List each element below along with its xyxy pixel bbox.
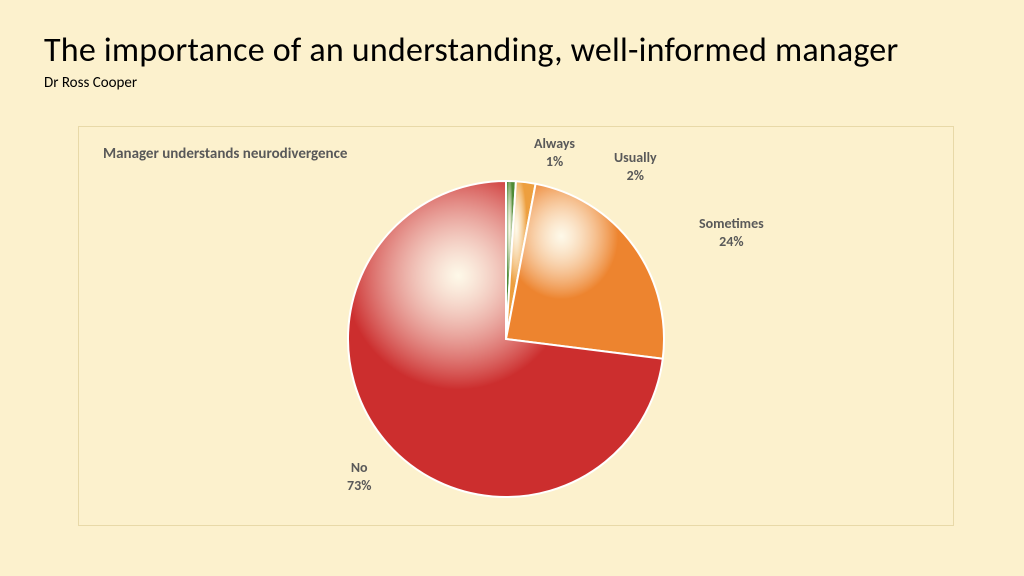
pie-label-pct: 73%	[347, 477, 371, 495]
slide-author: Dr Ross Cooper	[44, 74, 137, 92]
pie-label-text: Sometimes	[699, 215, 764, 233]
slide-title: The importance of an understanding, well…	[44, 30, 898, 71]
pie-label-text: Usually	[614, 149, 657, 167]
pie-label-pct: 1%	[534, 153, 575, 171]
chart-container: Manager understands neurodivergence Alwa…	[78, 126, 954, 526]
slide: The importance of an understanding, well…	[0, 0, 1024, 576]
pie-slice-sometimes	[506, 184, 664, 359]
pie-label-pct: 24%	[699, 233, 764, 251]
pie-label-sometimes: Sometimes24%	[699, 215, 764, 250]
pie-chart	[346, 179, 666, 499]
pie-label-pct: 2%	[614, 167, 657, 185]
pie-label-always: Always1%	[534, 135, 575, 170]
chart-title: Manager understands neurodivergence	[103, 145, 347, 163]
pie-label-no: No73%	[347, 459, 371, 494]
pie-label-text: No	[347, 459, 371, 477]
pie-wrap	[346, 179, 666, 499]
pie-label-text: Always	[534, 135, 575, 153]
pie-label-usually: Usually2%	[614, 149, 657, 184]
